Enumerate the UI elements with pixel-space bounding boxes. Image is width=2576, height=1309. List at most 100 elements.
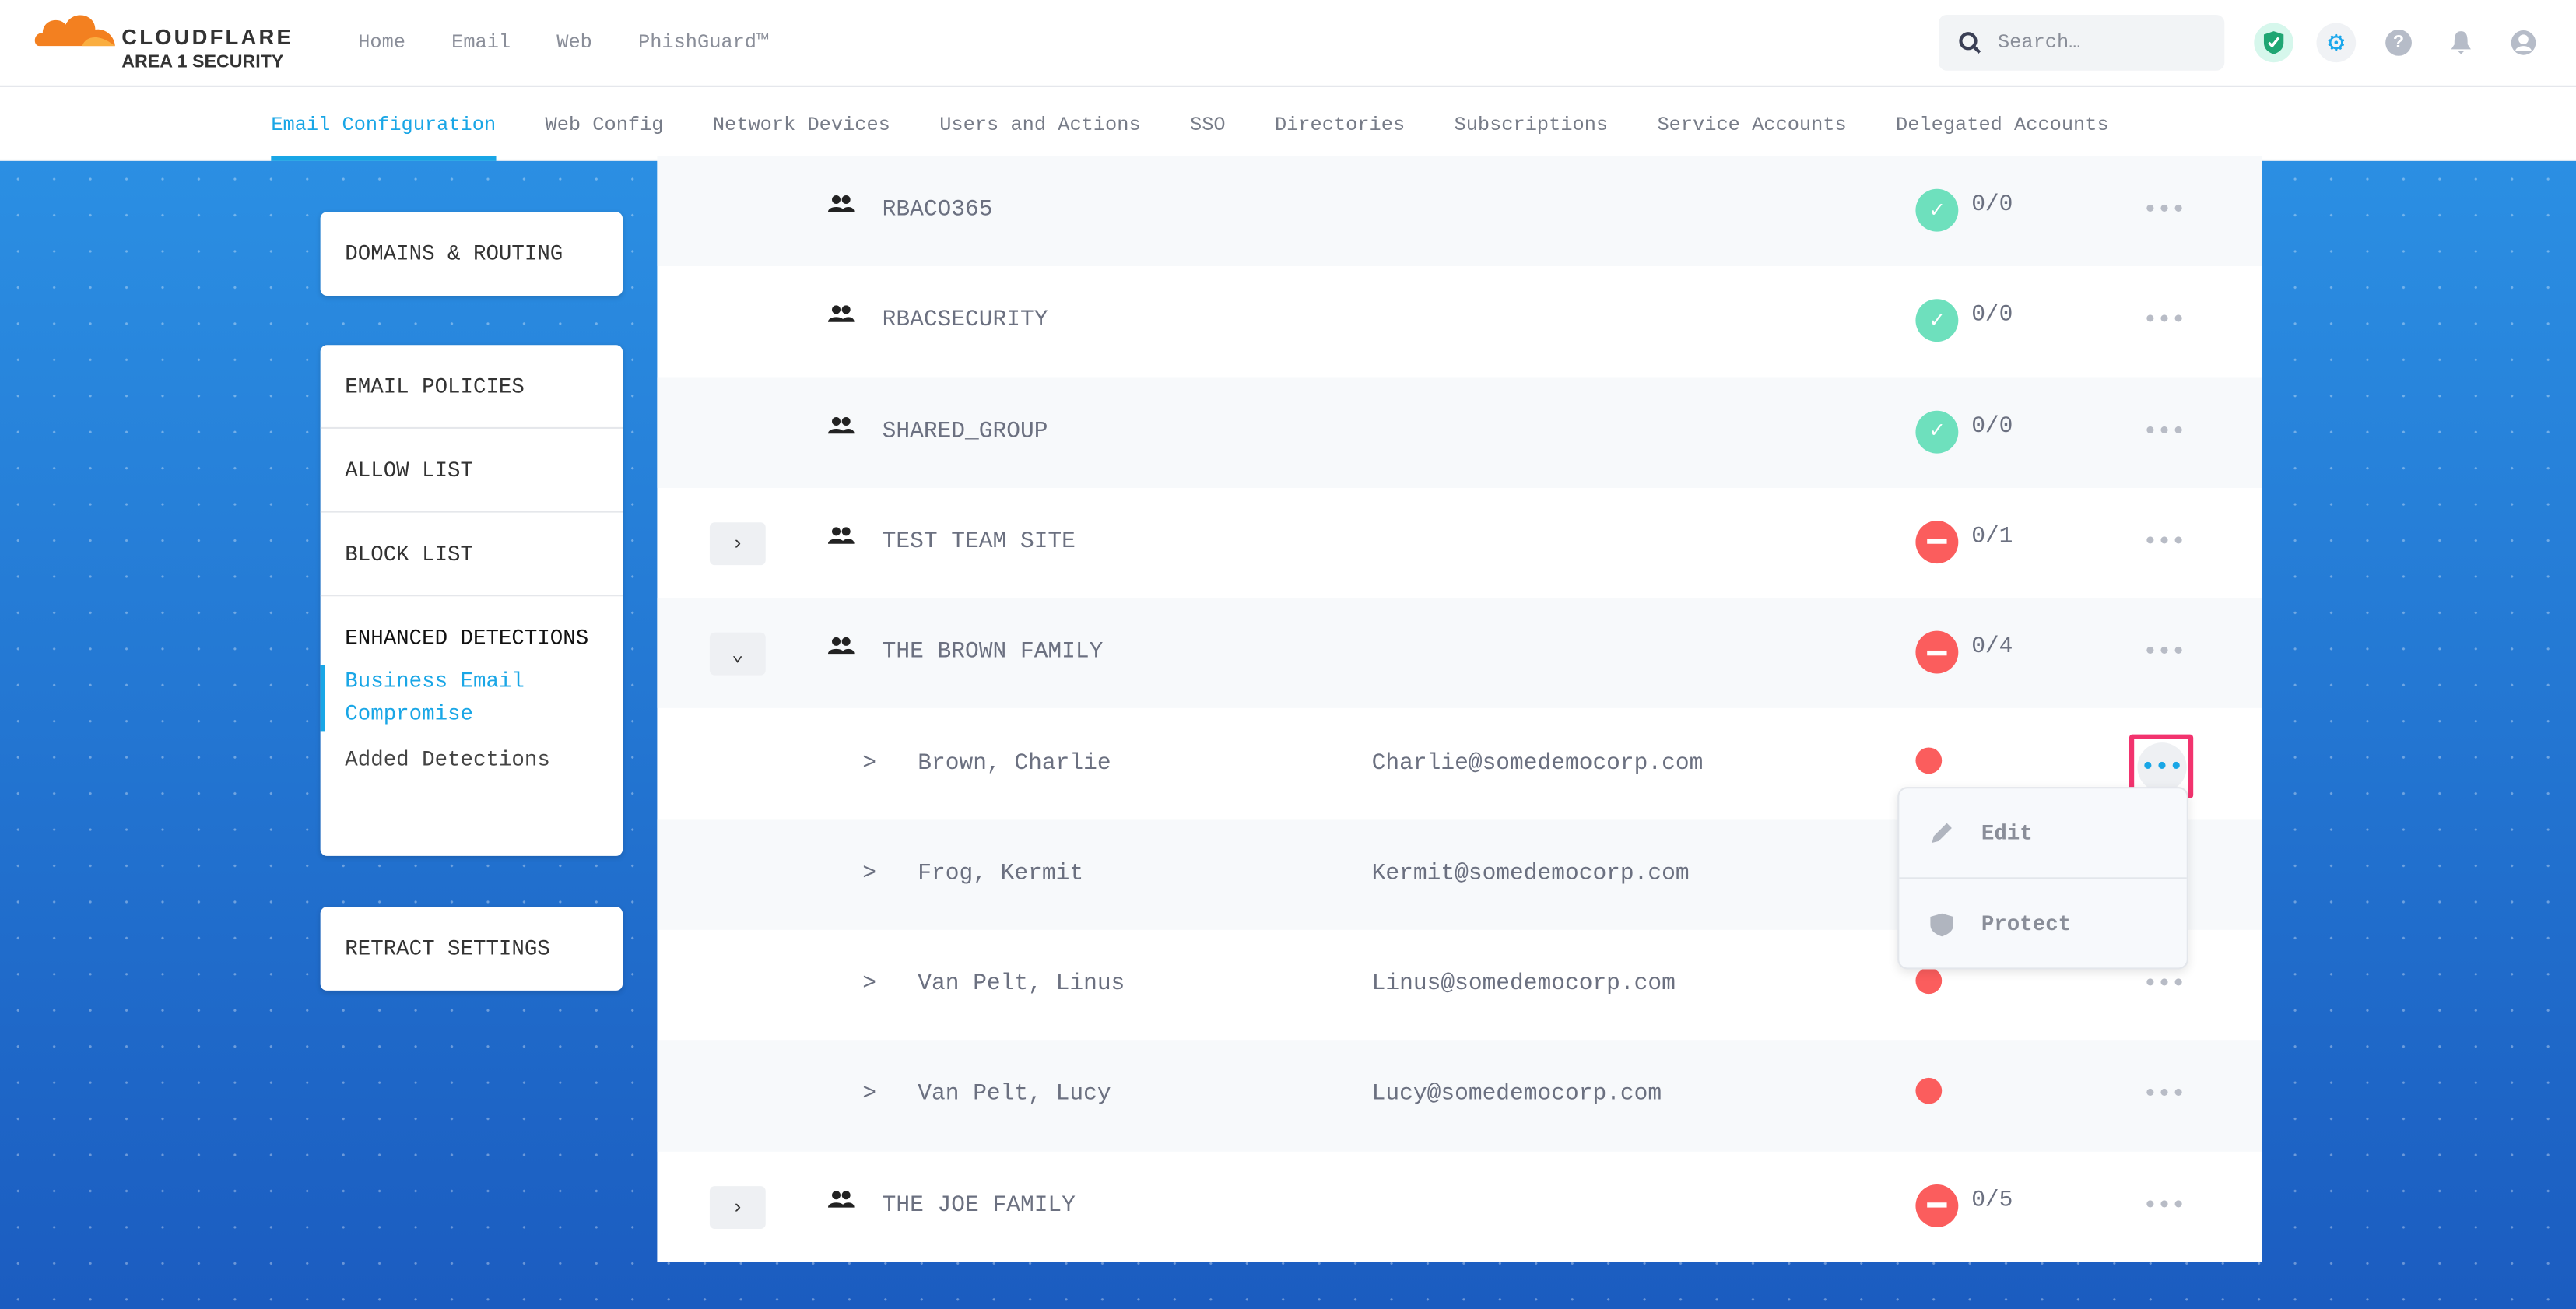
person-email: Charlie@somedemocorp.com xyxy=(1371,749,1704,777)
blocked-icon xyxy=(1915,631,1959,674)
nav-web[interactable]: Web xyxy=(556,31,592,54)
status-dot xyxy=(1915,1078,1943,1105)
table-row[interactable]: RBACSECURITY ✓ 0/0 ••• xyxy=(657,267,2262,377)
gear-icon[interactable]: ⚙ xyxy=(2316,23,2357,63)
sidebar-card-policies: EMAIL POLICIES ALLOW LIST BLOCK LIST ENH… xyxy=(320,345,623,856)
tab-service-accounts[interactable]: Service Accounts xyxy=(1657,113,1847,137)
table-row[interactable]: SHARED_GROUP ✓ 0/0 ••• xyxy=(657,377,2262,488)
sidebar-item-added-detections[interactable]: Added Detections xyxy=(345,747,550,773)
top-nav: Home Email Web PhishGuard™ xyxy=(358,31,768,54)
sidebar-card-domains: DOMAINS & ROUTING xyxy=(320,212,623,296)
tab-subscriptions[interactable]: Subscriptions xyxy=(1454,113,1609,137)
sidebar-section-enhanced-detections[interactable]: ENHANCED DETECTIONS xyxy=(345,626,589,651)
cloud-icon xyxy=(34,15,115,47)
table-row[interactable]: › TEST TEAM SITE 0/1 ••• xyxy=(657,488,2262,598)
sub-nav: Email Configuration Web Config Network Dev… xyxy=(0,88,2576,161)
protected-count: 0/0 xyxy=(1971,191,2013,219)
more-button[interactable]: ••• xyxy=(2142,1190,2187,1220)
check-icon: ✓ xyxy=(1915,409,1959,453)
more-button[interactable]: ••• xyxy=(2142,527,2187,557)
more-icon: ••• xyxy=(2136,742,2186,791)
protected-count: 0/4 xyxy=(1971,634,2013,662)
more-button[interactable]: ••• xyxy=(2142,969,2187,999)
chevron-right-icon[interactable]: › xyxy=(709,522,766,565)
person-email: Kermit@somedemocorp.com xyxy=(1371,860,1690,887)
table-row[interactable]: ⌄ THE BROWN FAMILY 0/4 ••• xyxy=(657,598,2262,709)
tab-users-and-actions[interactable]: Users and Actions xyxy=(939,113,1141,137)
nav-email[interactable]: Email xyxy=(451,31,511,54)
group-icon xyxy=(827,1189,855,1217)
check-icon: ✓ xyxy=(1915,188,1959,232)
more-button[interactable]: ••• xyxy=(2142,1079,2187,1110)
protected-count: 0/1 xyxy=(1971,524,2013,550)
search-placeholder: Search… xyxy=(1997,31,2081,54)
person-name: > Brown, Charlie xyxy=(862,749,1111,777)
table-row[interactable]: > Van Pelt, Lucy Lucy@somedemocorp.com ••• xyxy=(657,1041,2262,1152)
person-email: Lucy@somedemocorp.com xyxy=(1371,1081,1662,1108)
more-button[interactable]: ••• xyxy=(2142,416,2187,447)
status-dot xyxy=(1915,746,1943,774)
person-name: > Frog, Kermit xyxy=(862,860,1084,887)
user-icon[interactable] xyxy=(2504,23,2543,63)
nav-phishguard[interactable]: PhishGuard™ xyxy=(637,31,769,54)
more-button[interactable]: ••• xyxy=(2142,195,2187,226)
sidebar-item-bec[interactable]: Business Email Compromise xyxy=(320,665,623,732)
group-name: SHARED_GROUP xyxy=(882,418,1048,445)
group-icon xyxy=(827,415,855,443)
help-icon[interactable]: ? xyxy=(2379,23,2419,63)
expand-person[interactable]: > xyxy=(862,1081,877,1108)
group-name: TEST TEAM SITE xyxy=(882,528,1076,556)
sidebar-item-allow-list[interactable]: ALLOW LIST xyxy=(320,429,623,513)
person-name: > Van Pelt, Lucy xyxy=(862,1081,1111,1108)
more-button[interactable]: ••• xyxy=(2142,637,2187,668)
shield-icon xyxy=(1930,912,1953,936)
expand-person[interactable]: > xyxy=(862,860,877,887)
expand-person[interactable]: > xyxy=(862,970,877,998)
table-row[interactable]: > Brown, Charlie Charlie@somedemocorp.com xyxy=(657,709,2262,819)
person-email: Linus@somedemocorp.com xyxy=(1371,970,1676,998)
sidebar-item-domains-routing[interactable]: DOMAINS & ROUTING xyxy=(345,241,563,266)
protected-count: 0/5 xyxy=(1971,1187,2013,1214)
protected-count: 0/0 xyxy=(1971,303,2013,329)
search-icon xyxy=(1959,32,1981,54)
tab-network-devices[interactable]: Network Devices xyxy=(712,113,890,137)
group-name: THE JOE FAMILY xyxy=(882,1191,1076,1219)
expand-person[interactable]: > xyxy=(862,749,877,777)
status-dot xyxy=(1915,967,1943,995)
tab-delegated-accounts[interactable]: Delegated Accounts xyxy=(1896,113,2109,137)
groups-table: RBACO365 ✓ 0/0 ••• RBACSECURITY ✓ 0/0 ••• SHARED… xyxy=(657,156,2262,1262)
tab-sso[interactable]: SSO xyxy=(1189,113,1226,137)
search-input[interactable]: Search… xyxy=(1938,14,2225,71)
protected-count: 0/0 xyxy=(1971,413,2013,440)
blocked-icon xyxy=(1915,1184,1959,1227)
group-icon xyxy=(827,525,855,553)
sidebar-item-retract-settings[interactable]: RETRACT SETTINGS xyxy=(345,936,550,961)
bell-icon[interactable] xyxy=(2441,23,2481,63)
context-menu: Edit Protect xyxy=(1897,787,2188,970)
table-row[interactable]: > Van Pelt, Linus Linus@somedemocorp.com •… xyxy=(657,930,2262,1041)
chevron-right-icon[interactable]: › xyxy=(709,1185,766,1229)
cloudflare-logo[interactable]: CLOUDFLARE AREA 1 SECURITY xyxy=(33,10,291,72)
group-name: RBACO365 xyxy=(882,197,993,224)
more-button[interactable]: ••• xyxy=(2142,306,2187,336)
group-icon xyxy=(827,304,855,332)
menu-item-edit[interactable]: Edit xyxy=(1899,788,2187,879)
nav-home[interactable]: Home xyxy=(358,31,406,54)
top-bar: CLOUDFLARE AREA 1 SECURITY Home Email We… xyxy=(0,0,2576,87)
tab-web-config[interactable]: Web Config xyxy=(545,113,664,137)
sidebar-item-email-policies[interactable]: EMAIL POLICIES xyxy=(320,345,623,429)
sidebar-card-retract: RETRACT SETTINGS xyxy=(320,907,623,991)
chevron-down-icon[interactable]: ⌄ xyxy=(709,633,766,676)
table-row[interactable]: RBACO365 ✓ 0/0 ••• xyxy=(657,156,2262,267)
group-icon xyxy=(827,636,855,664)
table-row[interactable]: › THE JOE FAMILY 0/5 ••• xyxy=(657,1151,2262,1262)
group-icon xyxy=(827,194,855,222)
tab-directories[interactable]: Directories xyxy=(1274,113,1406,137)
sidebar-item-block-list[interactable]: BLOCK LIST xyxy=(320,513,623,597)
shield-check-icon[interactable] xyxy=(2254,23,2293,63)
group-name: THE BROWN FAMILY xyxy=(882,639,1104,666)
tab-email-configuration[interactable]: Email Configuration xyxy=(271,89,496,161)
menu-item-protect[interactable]: Protect xyxy=(1899,879,2186,969)
pencil-icon xyxy=(1932,823,1952,843)
check-icon: ✓ xyxy=(1915,299,1959,342)
